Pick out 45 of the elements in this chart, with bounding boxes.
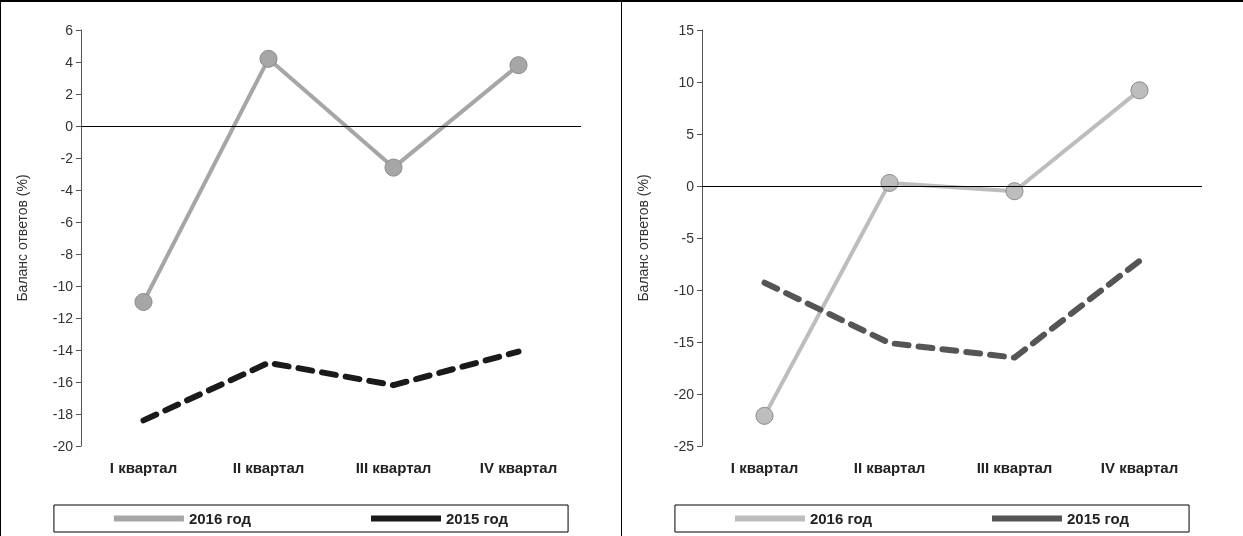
point [880, 173, 899, 192]
y-tick-label: -14 [52, 342, 74, 358]
legend-label: 2015 год [1067, 510, 1130, 527]
y-tick-label: -18 [52, 406, 74, 422]
point [1005, 182, 1024, 201]
point [1130, 81, 1149, 100]
y-tick-label: 2 [65, 86, 74, 102]
x-tick-label: II квартал [853, 459, 926, 476]
y-tick-label: -10 [52, 278, 74, 294]
y-tick-label: -5 [681, 230, 695, 246]
y-tick-label: -20 [52, 438, 74, 454]
x-tick-label: I квартал [109, 459, 178, 476]
x-tick-label: I квартал [730, 459, 799, 476]
y-tick-label: -2 [60, 150, 74, 166]
y-tick-label: -12 [52, 310, 74, 326]
y-tick-label: -6 [60, 214, 74, 230]
y-axis-title: Баланс ответов (%) [14, 174, 30, 302]
legend-label: 2016 год [188, 510, 252, 527]
x-tick-label: III квартал [355, 459, 432, 476]
point [259, 49, 278, 68]
point [755, 406, 774, 425]
y-tick-label: -25 [673, 438, 695, 454]
point [509, 56, 528, 75]
y-tick-label: 10 [678, 74, 695, 90]
x-tick-label: IV квартал [479, 459, 558, 476]
y-tick-label: 0 [686, 178, 695, 194]
y-tick-label: 0 [65, 118, 74, 134]
y-tick-label: -8 [60, 246, 74, 262]
y-tick-label: -4 [60, 182, 74, 198]
y-tick-label: -16 [52, 374, 74, 390]
y-axis-title: Баланс ответов (%) [635, 174, 651, 302]
y-tick-label: 4 [65, 54, 74, 70]
legend-label: 2015 год [446, 510, 509, 527]
y-tick-label: 5 [686, 126, 695, 142]
y-tick-label: -10 [673, 282, 695, 298]
legend-label: 2016 год [809, 510, 873, 527]
y-tick-label: -20 [673, 386, 695, 402]
x-tick-label: IV квартал [1100, 459, 1179, 476]
x-tick-label: II квартал [232, 459, 305, 476]
y-tick-label: 15 [678, 22, 695, 38]
point [134, 293, 153, 311]
x-tick-label: III квартал [976, 459, 1053, 476]
point [384, 158, 403, 177]
y-tick-label: 6 [65, 22, 74, 38]
y-tick-label: -15 [673, 334, 695, 350]
